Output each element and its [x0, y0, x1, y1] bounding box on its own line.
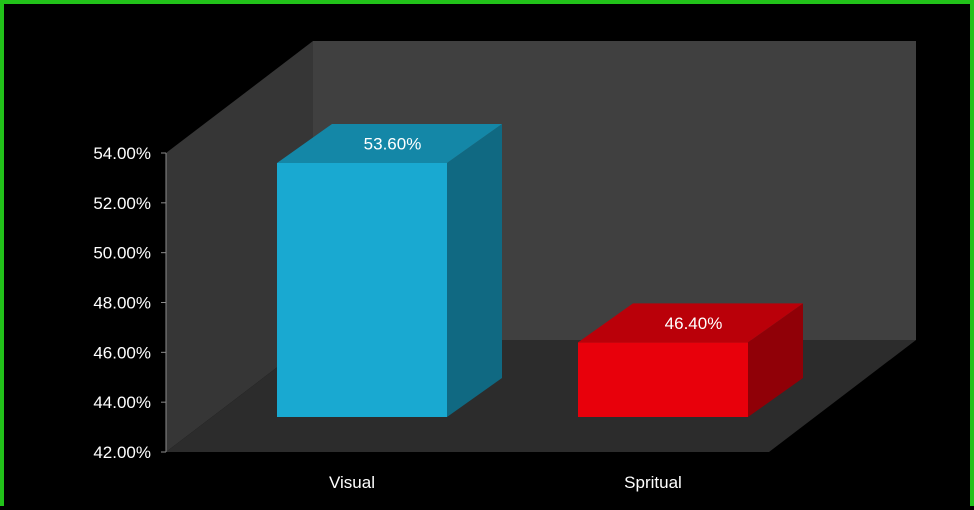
y-tick-label: 44.00% — [93, 393, 151, 412]
bar-top-face — [578, 303, 803, 343]
y-tick-label: 42.00% — [93, 443, 151, 462]
bar-side-face — [748, 303, 803, 417]
bar-side-face — [447, 123, 502, 417]
bar-front-face — [578, 342, 748, 417]
data-label: 46.40% — [665, 314, 723, 333]
y-tick-label: 50.00% — [93, 244, 151, 263]
bar-spritual: 46.40% — [578, 303, 803, 417]
x-category-label: Spritual — [624, 473, 682, 492]
bar-visual: 53.60% — [277, 123, 502, 417]
y-tick-label: 54.00% — [93, 144, 151, 163]
bar-series: 53.60% 46.40% — [277, 123, 803, 417]
bar-front-face — [277, 162, 447, 417]
x-axis: Visual Spritual — [329, 473, 682, 492]
x-category-label: Visual — [329, 473, 375, 492]
chart-canvas: 42.00% 44.00% 46.00% 48.00% 50.00% 52.00% 54.0… — [93, 41, 916, 492]
bar-top-face — [277, 123, 502, 163]
y-axis: 42.00% 44.00% 46.00% 48.00% 50.00% 52.00% 54.0… — [93, 144, 151, 462]
data-label: 53.60% — [364, 134, 422, 153]
chart-walls — [161, 41, 916, 453]
y-tick-label: 48.00% — [93, 294, 151, 313]
y-tick-label: 52.00% — [93, 194, 151, 213]
y-tick-label: 46.00% — [93, 343, 151, 362]
side-wall — [166, 41, 313, 452]
